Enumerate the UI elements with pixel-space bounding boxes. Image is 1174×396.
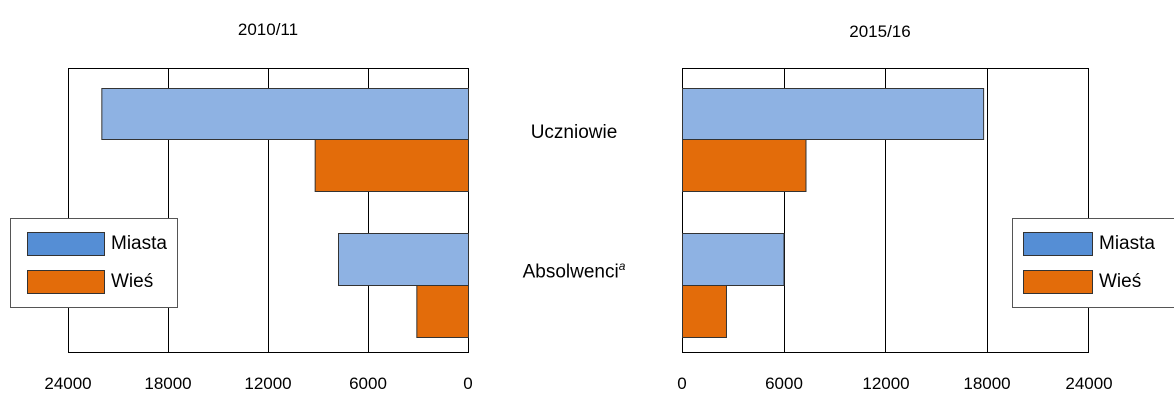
right-bar-absolwenci-miasta <box>682 233 785 286</box>
legend-label-miasta: Miasta <box>111 233 167 254</box>
legend-swatch-wies <box>27 270 105 294</box>
legend-swatch-wies <box>1023 270 1093 294</box>
category-label-absolwenci: Absolwencia <box>522 259 626 283</box>
left-x-tick: 0 <box>463 374 473 393</box>
left-legend: Miasta Wieś <box>10 218 178 308</box>
left-x-tick: 24000 <box>44 374 92 393</box>
left-bar-absolwenci-miasta <box>338 233 469 286</box>
right-chart-title: 2015/16 <box>849 22 911 41</box>
right-x-tick: 6000 <box>765 374 803 393</box>
left-bar-absolwenci-wies <box>416 285 470 338</box>
absolwenci-footnote-mark: a <box>618 259 626 273</box>
left-x-tick: 12000 <box>244 374 292 393</box>
legend-label-miasta: Miasta <box>1099 233 1155 254</box>
legend-item-wies: Wieś <box>1023 269 1141 295</box>
legend-item-miasta: Miasta <box>27 231 167 257</box>
left-chart-title: 2010/11 <box>237 20 299 39</box>
legend-swatch-miasta <box>27 232 105 256</box>
right-x-tick: 18000 <box>963 374 1011 393</box>
right-x-tick: 24000 <box>1065 374 1113 393</box>
left-x-tick: 6000 <box>349 374 387 393</box>
right-bar-uczniowie-miasta <box>682 88 985 140</box>
right-x-tick: 12000 <box>862 374 910 393</box>
legend-item-miasta: Miasta <box>1023 231 1155 257</box>
legend-label-wies: Wieś <box>111 271 154 292</box>
left-bar-uczniowie-wies <box>314 139 469 192</box>
left-x-tick: 18000 <box>144 374 192 393</box>
legend-item-wies: Wieś <box>27 269 153 295</box>
right-legend: Miasta Wieś <box>1012 218 1174 308</box>
category-label-uczniowie: Uczniowie <box>530 122 618 143</box>
right-bar-uczniowie-wies <box>682 139 807 192</box>
left-bar-uczniowie-miasta <box>101 88 469 140</box>
right-x-tick: 0 <box>677 374 687 393</box>
right-bar-absolwenci-wies <box>682 285 727 338</box>
legend-label-wies: Wieś <box>1099 271 1142 292</box>
legend-swatch-miasta <box>1023 232 1093 256</box>
